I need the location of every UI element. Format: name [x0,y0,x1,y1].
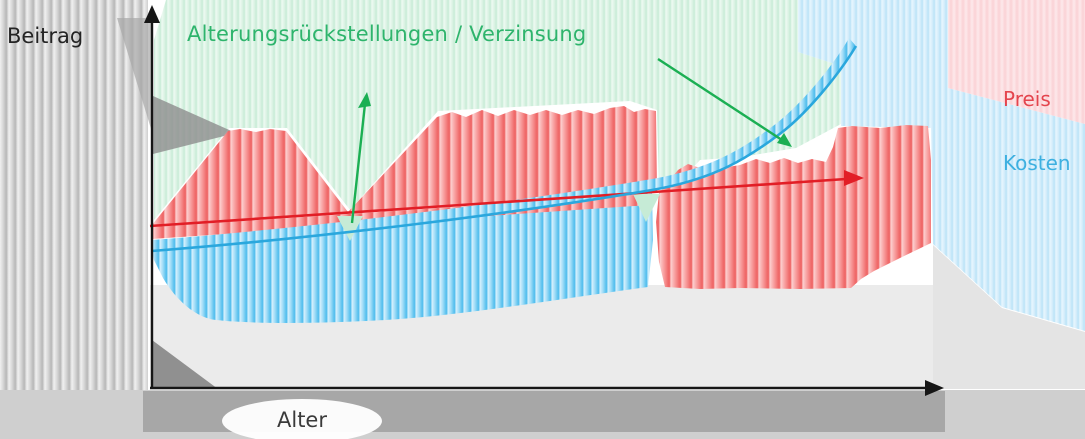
price-series-label: Preis [1003,87,1051,111]
y-axis-arrowhead [144,5,160,23]
price-line [149,177,847,228]
green-diamond-crossover [633,194,660,222]
green-diamond-notch [337,216,363,241]
annotation-label: Alterungsrückstellungen / Verzinsung [187,22,587,46]
annotation-arrow-up-head [358,92,371,108]
pink-background-wash [948,0,1085,124]
gray-wedge-top-left [117,18,152,132]
annotation-arrow-down-head [777,133,792,147]
annotation-arrow-up [350,103,367,224]
x-axis-label: Alter [277,408,327,432]
gray-wedge-bottom-left [152,340,218,389]
price-line-arrowhead [844,170,864,186]
annotation-arrow-down [657,57,783,142]
blue-background-wash [798,0,1085,331]
cost-curve [151,45,858,253]
x-axis-arrowhead [925,380,944,396]
alter-label-backplate [222,399,382,439]
cost-series-label: Kosten [1003,151,1071,175]
cost-band [152,190,653,323]
gray-floor-right [933,245,1085,389]
price-band-right [656,125,931,289]
green-background-wash [154,0,841,220]
cost-band-caps [152,38,856,251]
gray-wedge-axis [153,96,236,154]
y-axis-label: Beitrag [7,24,84,48]
price-band-left [152,106,657,225]
left-gray-column [0,0,148,439]
